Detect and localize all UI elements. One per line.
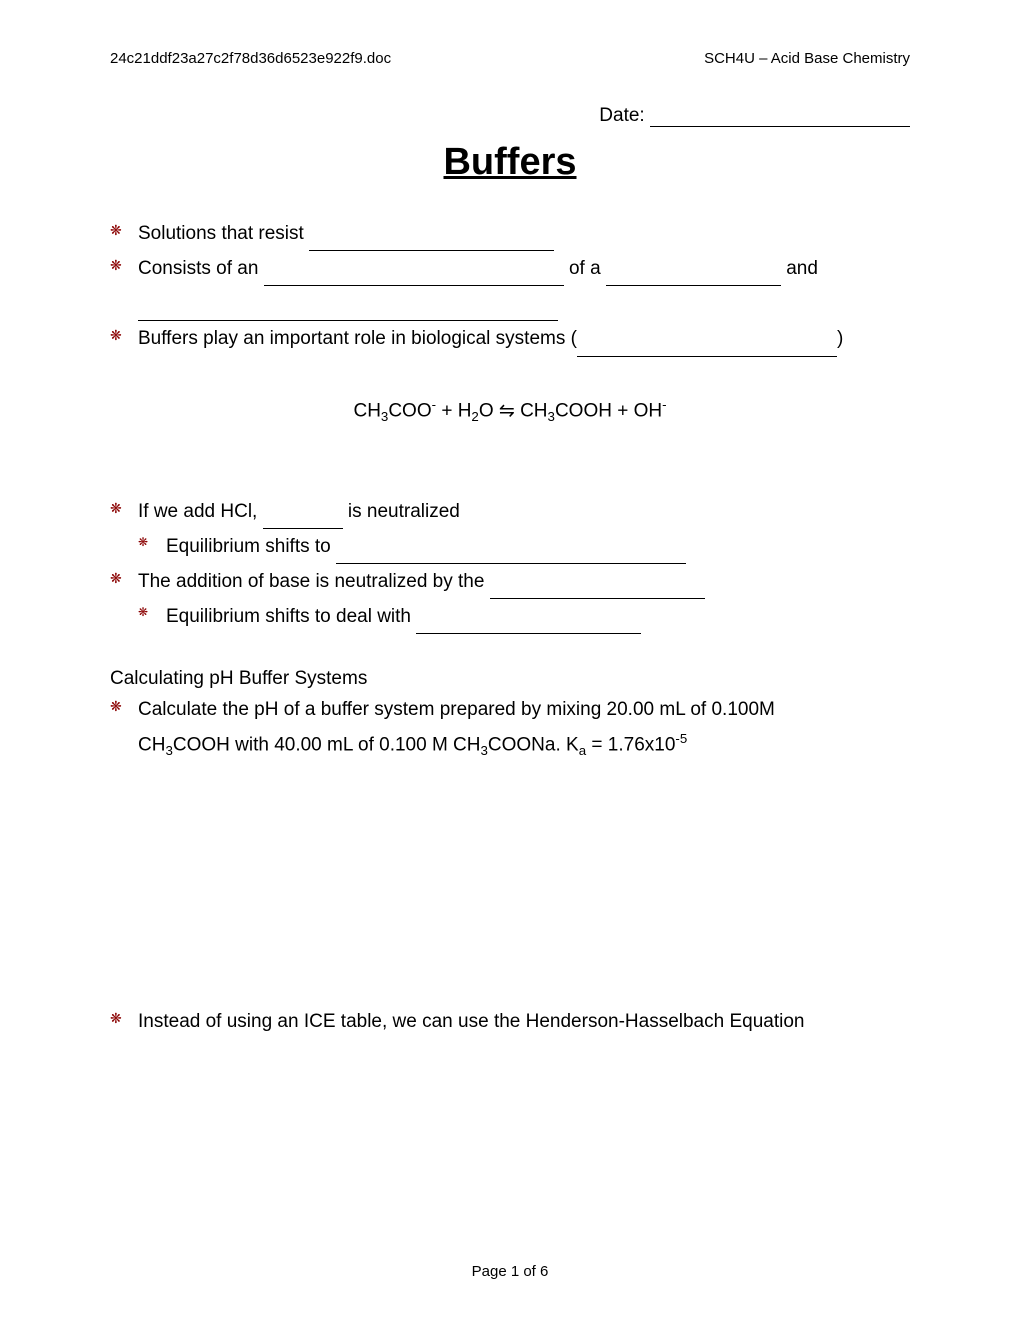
bullet-consists-continuation [110, 286, 910, 321]
problem-l2sup: -5 [675, 731, 687, 746]
blank-hcl [263, 510, 343, 529]
work-space [110, 764, 910, 1004]
bullet-consists-text1: Consists of an [138, 258, 264, 279]
bullet-hcl-shift-text: Equilibrium shifts to [166, 536, 336, 557]
eq-p3: + H [436, 400, 471, 421]
bullet-base-text: The addition of base is neutralized by t… [138, 571, 490, 592]
page-header: 24c21ddf23a27c2f78d36d6523e922f9.doc SCH… [110, 50, 910, 67]
base-bullets: The addition of base is neutralized by t… [110, 564, 910, 599]
blank-consists-cont [138, 302, 558, 321]
blank-consists-b [606, 267, 781, 286]
hcl-sub: Equilibrium shifts to [110, 529, 910, 564]
intro-bullets: Solutions that resist Consists of an of … [110, 216, 910, 286]
blank-hcl-shift [336, 545, 686, 564]
date-label: Date: [599, 105, 650, 126]
page-title: Buffers [110, 141, 910, 184]
bullet-consists-text3: and [781, 258, 818, 279]
problem-l2sub1: 3 [165, 744, 172, 759]
final-bullets: Instead of using an ICE table, we can us… [110, 1004, 910, 1039]
header-course: SCH4U – Acid Base Chemistry [704, 50, 910, 67]
base-sub: Equilibrium shifts to deal with [110, 599, 910, 634]
eq-p2: COO [388, 400, 431, 421]
eq-sub2: 2 [471, 409, 478, 424]
bullet-resist: Solutions that resist [110, 216, 910, 251]
problem-l2a: CH [138, 735, 165, 756]
bullet-bio-text1: Buffers play an important role in biolog… [138, 328, 577, 349]
eq-p1: CH [353, 400, 380, 421]
bullet-base: The addition of base is neutralized by t… [110, 564, 910, 599]
problem-line1: Calculate the pH of a buffer system prep… [138, 699, 775, 720]
problem-l2d: = 1.76x10 [586, 735, 675, 756]
bullet-bio-text2: ) [837, 328, 843, 349]
bullet-base-shift-text: Equilibrium shifts to deal with [166, 606, 416, 627]
section-heading: Calculating pH Buffer Systems [110, 668, 910, 690]
bullet-consists: Consists of an of a and [110, 251, 910, 286]
bullet-problem: Calculate the pH of a buffer system prep… [110, 692, 910, 764]
bullet-consists-text2: of a [564, 258, 606, 279]
bullet-hcl-text1: If we add HCl, [138, 501, 263, 522]
problem-l2b: COOH with 40.00 mL of 0.100 M CH [173, 735, 481, 756]
bullet-hcl-shift: Equilibrium shifts to [110, 529, 910, 564]
bullet-hcl: If we add HCl, is neutralized [110, 494, 910, 529]
page-footer: Page 1 of 6 [0, 1263, 1020, 1280]
eq-sup2: - [662, 397, 666, 412]
date-row: Date: [110, 105, 910, 127]
bullet-biological: Buffers play an important role in biolog… [110, 321, 910, 356]
blank-resist [309, 232, 554, 251]
problem-l2c: COONa. K [488, 735, 579, 756]
intro-bullets-2: Buffers play an important role in biolog… [110, 321, 910, 356]
eq-p5: COOH + OH [555, 400, 662, 421]
problem-l2sub3: a [579, 744, 586, 759]
blank-base [490, 580, 705, 599]
eq-p4: O ⇋ CH [479, 400, 548, 421]
bullet-base-shift: Equilibrium shifts to deal with [110, 599, 910, 634]
reaction-bullets: If we add HCl, is neutralized [110, 494, 910, 529]
blank-bio [577, 338, 837, 357]
blank-consists-a [264, 267, 564, 286]
header-filename: 24c21ddf23a27c2f78d36d6523e922f9.doc [110, 50, 391, 67]
bullet-henderson: Instead of using an ICE table, we can us… [110, 1004, 910, 1039]
problem-bullets: Calculate the pH of a buffer system prep… [110, 692, 910, 764]
bullet-hcl-text2: is neutralized [343, 501, 460, 522]
date-blank [650, 126, 910, 127]
equation: CH3COO- + H2O ⇋ CH3COOH + OH- [110, 397, 910, 424]
bullet-resist-text: Solutions that resist [138, 223, 309, 244]
eq-sub3: 3 [548, 409, 555, 424]
problem-l2sub2: 3 [481, 744, 488, 759]
blank-base-shift [416, 615, 641, 634]
